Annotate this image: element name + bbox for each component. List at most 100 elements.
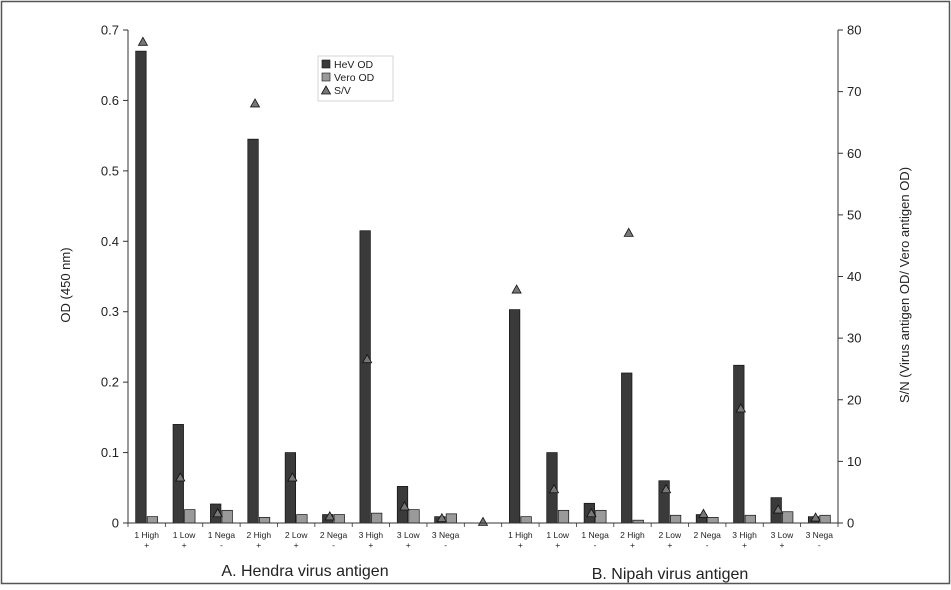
bar-vero-od bbox=[557, 509, 570, 524]
legend-swatch-vero bbox=[321, 72, 331, 82]
bar-hev-od bbox=[135, 50, 147, 524]
bar-vero-od bbox=[782, 511, 794, 524]
marker-sv bbox=[623, 227, 634, 237]
legend-marker-sv bbox=[320, 85, 332, 95]
x-tick-label: 2 Nega bbox=[320, 530, 348, 540]
marker-sv bbox=[735, 403, 747, 413]
marker-sv bbox=[511, 284, 522, 294]
legend: HeV OD Vero OD S/V bbox=[317, 55, 394, 102]
bar-vero-od bbox=[184, 509, 196, 524]
bar-hev-od bbox=[359, 230, 371, 524]
y2-axis-title: S/N (Virus antigen OD/ Vero antigen OD) bbox=[897, 167, 912, 403]
bar-vero-od bbox=[669, 514, 682, 524]
x-tick-sign: + bbox=[294, 540, 299, 550]
y2-tick-label: 40 bbox=[847, 269, 861, 284]
marker-sv bbox=[175, 472, 186, 482]
x-tick-sign: + bbox=[555, 540, 560, 550]
x-tick-label: 1 High bbox=[508, 530, 533, 540]
bar-vero-od bbox=[333, 514, 345, 524]
x-tick-sign: - bbox=[444, 540, 447, 550]
panel-title-a: A. Hendra virus antigen bbox=[221, 563, 388, 580]
bar-hev-od bbox=[172, 424, 184, 524]
bar-vero-od bbox=[520, 516, 532, 524]
legend-swatch-hev bbox=[321, 59, 331, 69]
x-tick-sign: + bbox=[630, 540, 635, 550]
y-tick-label: 0.1 bbox=[101, 445, 119, 460]
x-tick-label: 3 High bbox=[359, 530, 384, 540]
bar-vero-od bbox=[296, 514, 308, 524]
x-tick-sign: + bbox=[406, 540, 411, 550]
x-tick-sign: + bbox=[256, 540, 261, 550]
bar-vero-od bbox=[408, 509, 420, 524]
x-tick-label: 1 Nega bbox=[208, 530, 236, 540]
bar-vero-od bbox=[258, 517, 271, 524]
bar-vero-od bbox=[707, 517, 719, 524]
y2-tick-label: 60 bbox=[847, 146, 861, 161]
y-tick-label: 0.6 bbox=[101, 93, 119, 108]
bar-hev-od bbox=[621, 372, 633, 524]
x-tick-label: 1 Low bbox=[546, 530, 570, 540]
marker-sv bbox=[810, 512, 821, 522]
marker-sv bbox=[287, 472, 298, 482]
x-tick-sign: + bbox=[182, 540, 187, 550]
x-tick-sign: + bbox=[368, 540, 373, 550]
bar-vero-od bbox=[445, 513, 457, 524]
y2-tick-label: 10 bbox=[847, 454, 861, 469]
x-tick-sign: + bbox=[144, 540, 149, 550]
x-tick-label: 3 Low bbox=[397, 530, 421, 540]
legend-label-vero: Vero OD bbox=[334, 72, 375, 84]
y2-tick-label: 0 bbox=[847, 516, 854, 531]
marker-sv bbox=[586, 507, 597, 518]
y-tick-label: 0.5 bbox=[101, 163, 119, 178]
x-tick-label: 2 Low bbox=[285, 530, 309, 540]
y2-tick-label: 30 bbox=[847, 331, 861, 346]
x-tick-label: 2 Nega bbox=[693, 530, 721, 540]
marker-sv bbox=[249, 98, 261, 108]
bar-hev-od bbox=[247, 138, 259, 524]
y2-tick-label: 70 bbox=[847, 84, 861, 99]
y-tick-label: 0.3 bbox=[101, 304, 119, 319]
x-tick-label: 2 High bbox=[620, 530, 645, 540]
x-tick-label: 3 Nega bbox=[432, 530, 460, 540]
x-tick-sign: - bbox=[332, 540, 335, 550]
x-tick-label: 2 High bbox=[247, 530, 272, 540]
bar-vero-od bbox=[744, 514, 756, 524]
bar-vero-od bbox=[146, 516, 159, 524]
marker-sv bbox=[548, 483, 560, 494]
x-tick-sign: - bbox=[220, 540, 223, 550]
x-tick-label: 3 High bbox=[732, 530, 757, 540]
y-tick-label: 0 bbox=[112, 516, 119, 531]
marker-sv bbox=[773, 504, 784, 514]
x-tick-sign: + bbox=[742, 540, 747, 550]
marker-sv bbox=[436, 512, 448, 523]
y-axis-title: OD (450 nm) bbox=[58, 247, 73, 322]
axes: 0 0.1 0.2 0.3 0.4 0.5 0.6 0.7 0 10 20 30 40 50 60 70 80 1… bbox=[101, 23, 862, 551]
x-tick-label: 3 Low bbox=[771, 530, 795, 540]
bar-hev-od bbox=[509, 309, 521, 524]
x-tick-sign: + bbox=[779, 540, 784, 550]
y2-tick-label: 80 bbox=[847, 23, 861, 38]
marker-sv bbox=[324, 511, 335, 521]
marker-sv bbox=[212, 507, 223, 518]
legend-label-hev: HeV OD bbox=[334, 59, 374, 71]
x-tick-label: 1 Low bbox=[173, 530, 197, 540]
x-tick-label: 1 Nega bbox=[581, 530, 609, 540]
x-tick-sign: + bbox=[667, 540, 672, 550]
x-tick-sign: - bbox=[818, 540, 821, 550]
x-tick-sign: - bbox=[706, 540, 709, 550]
y-tick-label: 0.2 bbox=[101, 375, 119, 390]
bar-vero-od bbox=[819, 514, 831, 524]
marker-sv bbox=[137, 36, 149, 46]
bar-vero-od bbox=[221, 509, 233, 524]
y-tick-label: 0.7 bbox=[101, 23, 119, 38]
marker-sv bbox=[399, 501, 410, 511]
x-tick-label: 1 High bbox=[134, 530, 159, 540]
panel-title-b: B. Nipah virus antigen bbox=[592, 566, 749, 583]
x-tick-sign: + bbox=[518, 540, 523, 550]
y2-tick-label: 20 bbox=[847, 392, 861, 407]
legend-label-sv: S/V bbox=[334, 85, 351, 97]
bar-hev-od bbox=[733, 364, 745, 524]
